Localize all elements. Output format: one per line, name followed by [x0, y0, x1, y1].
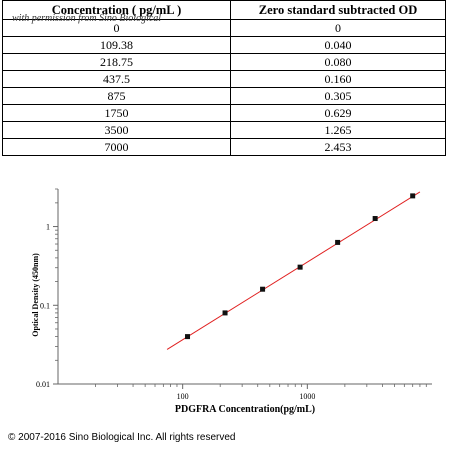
chart-fit-line-group	[166, 191, 421, 350]
y-tick-label: 0.1	[40, 301, 50, 310]
cell-concentration: 875	[2, 87, 231, 105]
chart-axes	[57, 189, 432, 385]
y-tick-label: 1	[46, 223, 50, 232]
table-row: 875 0.305	[2, 87, 446, 105]
cell-od: 0.160	[230, 70, 446, 88]
y-axis-title: Optical Density (450nm)	[31, 253, 40, 337]
data-point	[185, 334, 191, 340]
cell-concentration: 218.75	[2, 53, 231, 71]
chart-ticks: 0.01 0.1 1 100 1000	[36, 188, 427, 401]
cell-od: 0.040	[230, 36, 446, 54]
cell-od: 0.080	[230, 53, 446, 71]
data-point	[260, 286, 266, 292]
table-row: 218.75 0.080	[2, 53, 446, 71]
cell-od: 2.453	[230, 138, 446, 156]
fit-line	[166, 191, 421, 350]
standard-curve-chart: 0.01 0.1 1 100 1000 PDGFRA Concentration(pg/…	[31, 188, 432, 415]
header-concentration-label: Concentration ( pg/mL )	[51, 2, 182, 17]
data-point	[335, 239, 341, 245]
table-row: 3500 1.265	[2, 121, 446, 139]
y-tick-label: 0.01	[36, 380, 50, 389]
cell-od: 0.629	[230, 104, 446, 122]
table-row: 109.38 0.040	[2, 36, 446, 54]
data-point	[297, 264, 303, 270]
table-row: 7000 2.453	[2, 138, 446, 156]
chart-points-group	[185, 193, 416, 340]
data-point	[372, 216, 378, 222]
cell-concentration: 109.38	[2, 36, 231, 54]
x-axis-title: PDGFRA Concentration(pg/mL)	[175, 404, 315, 415]
cell-concentration: 1750	[2, 104, 231, 122]
table-row: 437.5 0.160	[2, 70, 446, 88]
cell-concentration: 3500	[2, 121, 231, 139]
data-point	[410, 193, 416, 199]
watermark-text: with permission from Sino Biological	[12, 13, 162, 24]
table-header-row: Concentration ( pg/mL ) with permission …	[2, 0, 446, 24]
cell-od: 0	[230, 19, 446, 37]
table-row: 1750 0.629	[2, 104, 446, 122]
table-header-concentration: Concentration ( pg/mL ) with permission …	[2, 0, 231, 24]
cell-od: 0.305	[230, 87, 446, 105]
cell-concentration: 437.5	[2, 70, 231, 88]
table-header-od: Zero standard subtracted OD	[230, 0, 446, 20]
cell-concentration: 7000	[2, 138, 231, 156]
x-tick-label: 100	[177, 392, 189, 401]
standard-curve-table: Concentration ( pg/mL ) with permission …	[2, 0, 446, 156]
copyright-footer: © 2007-2016 Sino Biological Inc. All rig…	[8, 432, 236, 443]
data-point	[222, 310, 228, 316]
x-tick-label: 1000	[299, 392, 315, 401]
cell-od: 1.265	[230, 121, 446, 139]
